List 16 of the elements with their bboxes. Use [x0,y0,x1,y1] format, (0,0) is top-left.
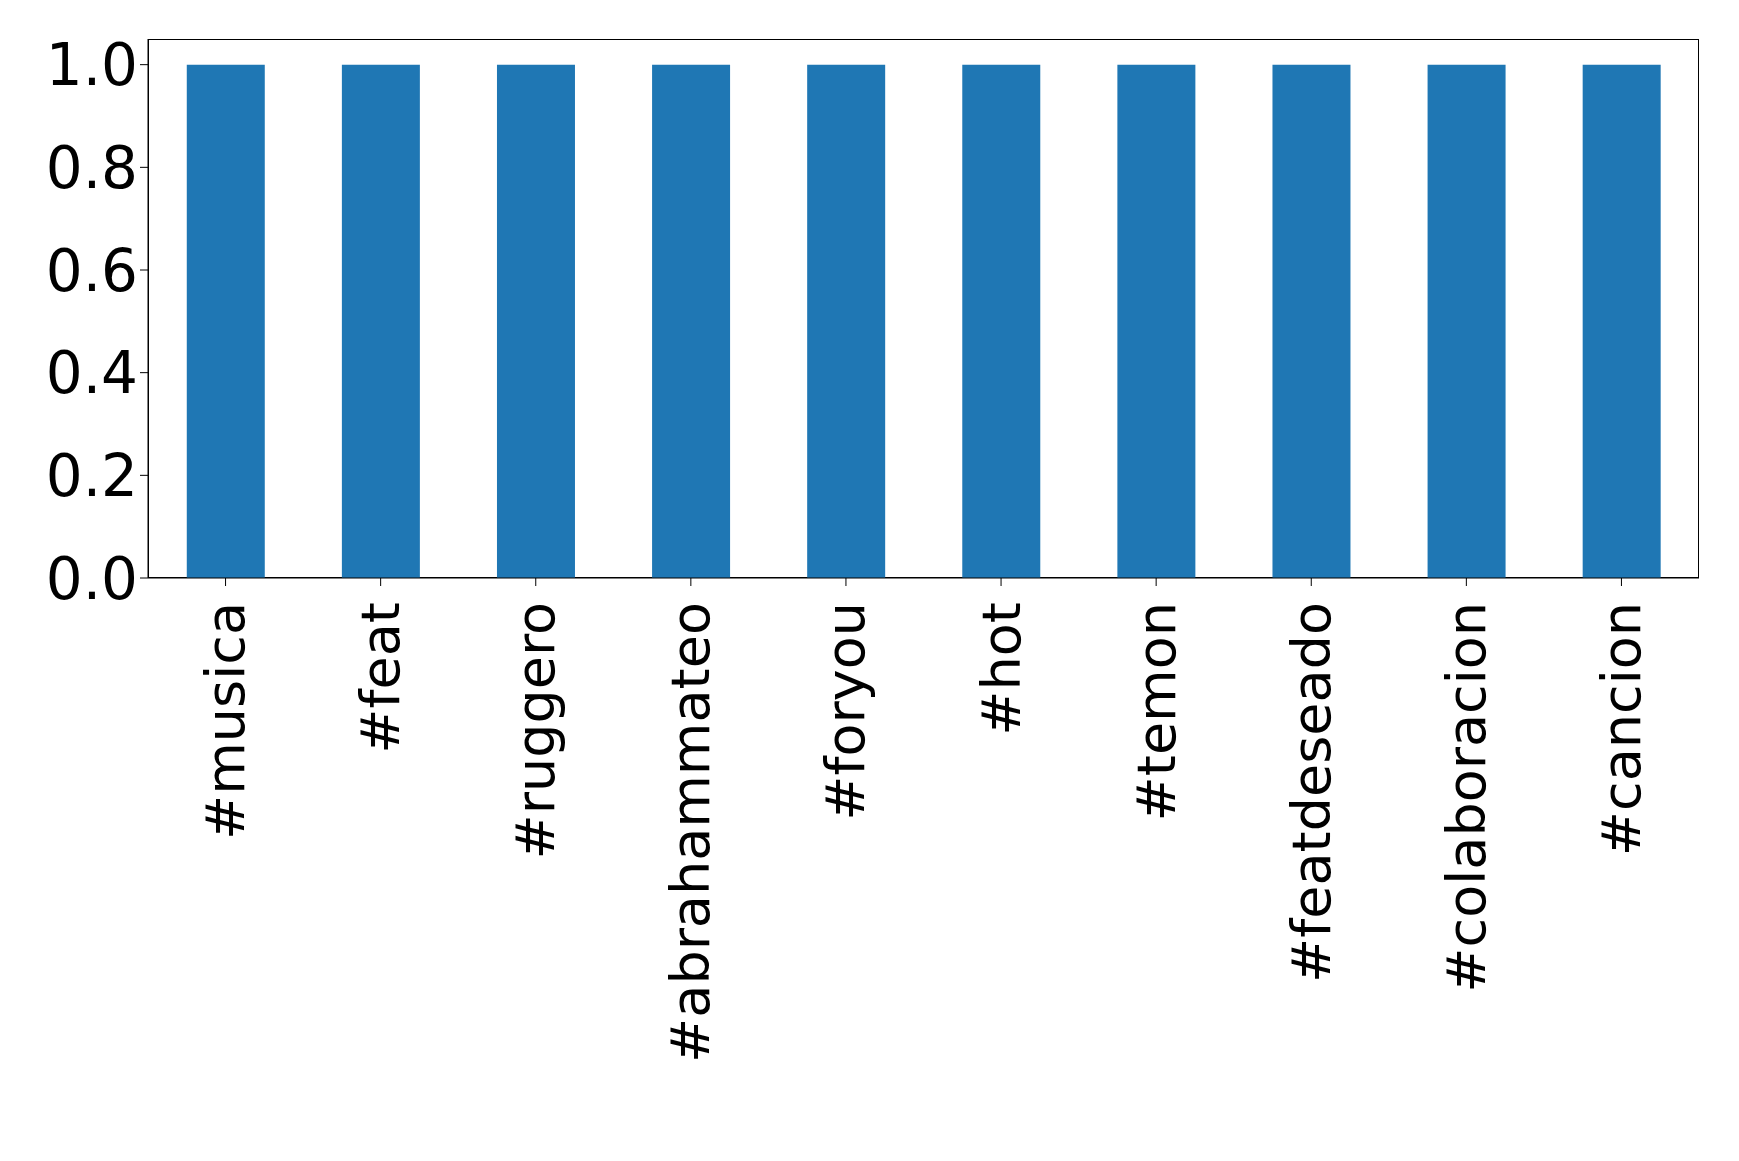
x-tick-label: #foryou [814,602,878,821]
y-tick-label: 0.4 [45,339,138,408]
y-tick-label: 0.6 [45,236,138,305]
x-tick-label: #musica [194,602,258,840]
x-tick-label: #feat [349,602,413,754]
y-tick-label: 0.0 [45,544,138,613]
x-tick-label: #ruggero [504,602,568,860]
x-tick-label: #temon [1124,602,1188,822]
x-tick-label: #colaboracion [1434,602,1498,993]
x-tick-label: #cancion [1589,602,1653,857]
x-tick-label: #hot [969,602,1033,736]
y-tick-label: 1.0 [45,31,138,100]
y-tick-label: 0.8 [45,133,138,202]
x-tick-label: #featdeseado [1279,602,1343,984]
x-tick-label: #abrahammateo [659,602,723,1063]
y-tick-label: 0.2 [45,441,138,510]
